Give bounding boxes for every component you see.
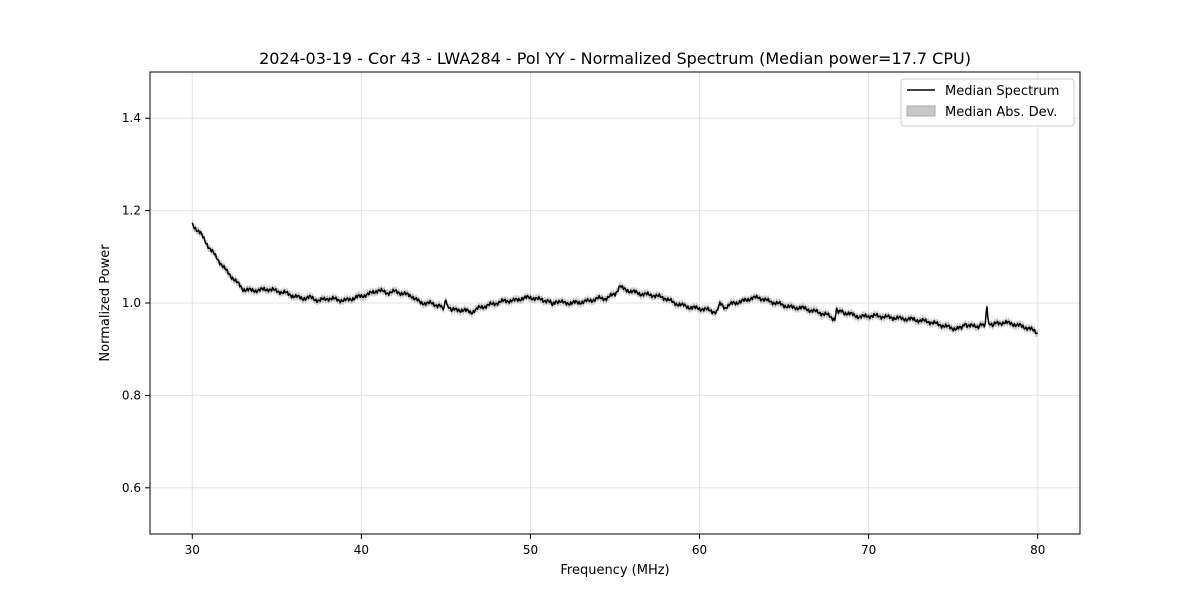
x-tick-label: 30 [185,543,200,557]
y-axis-label: Normalized Power [98,244,113,362]
y-tick-label: 0.6 [122,481,141,495]
x-axis-label: Frequency (MHz) [560,563,669,578]
legend-label-median-spectrum: Median Spectrum [945,84,1059,99]
y-tick-label: 1.2 [122,204,141,218]
x-tick-label: 40 [354,543,369,557]
y-tick-label: 1.0 [122,296,141,310]
legend-label-median-abs-dev: Median Abs. Dev. [945,105,1057,120]
y-axis-ticks: 0.6 0.8 1.0 1.2 1.4 [122,111,150,495]
x-axis-ticks: 30 40 50 60 70 80 [185,534,1045,557]
median-line-layer [191,222,1038,335]
legend: Median Spectrum Median Abs. Dev. [900,78,1075,127]
legend-box [900,78,1075,127]
legend-band-swatch [906,105,936,117]
median-spectrum-line [191,222,1038,335]
y-tick-label: 0.8 [122,388,141,402]
x-tick-label: 80 [1030,543,1045,557]
x-tick-label: 50 [523,543,538,557]
x-tick-label: 60 [692,543,707,557]
chart-title: 2024-03-19 - Cor 43 - LWA284 - Pol YY - … [259,49,971,68]
x-tick-label: 70 [861,543,876,557]
y-tick-label: 1.4 [122,111,141,125]
